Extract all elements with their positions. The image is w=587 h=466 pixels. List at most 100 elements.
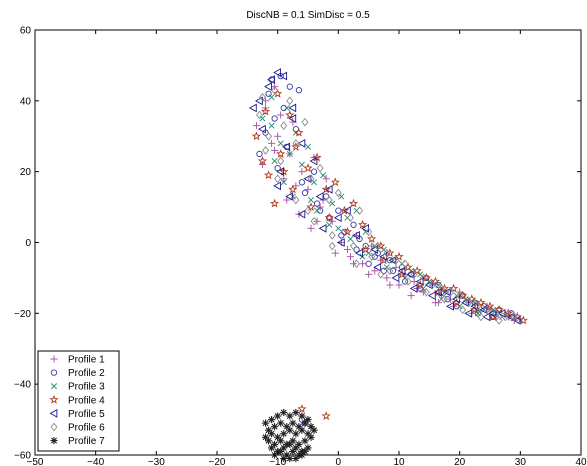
data-point [373, 262, 382, 272]
data-point [427, 291, 436, 300]
data-point [318, 223, 327, 233]
data-point [307, 224, 315, 232]
data-point [506, 312, 515, 322]
data-point [407, 292, 415, 300]
data-point [510, 312, 518, 322]
data-point [252, 122, 261, 130]
data-point [386, 281, 394, 289]
data-point [383, 274, 391, 282]
data-point [274, 164, 281, 172]
data-point [276, 149, 286, 158]
data-point [438, 284, 445, 293]
data-point [282, 142, 291, 152]
data-point [350, 241, 357, 251]
data-point [377, 256, 385, 264]
data-point [444, 296, 451, 303]
data-point [330, 177, 340, 187]
data-point [286, 440, 294, 448]
data-point [456, 291, 464, 300]
legend-label: Profile 2 [68, 368, 105, 379]
data-point [298, 161, 305, 168]
data-point [297, 404, 307, 413]
data-point [362, 242, 369, 250]
data-point [261, 97, 270, 105]
legend-item: Profile 5 [49, 409, 105, 420]
series-profile-1 [252, 83, 518, 325]
data-point [280, 175, 288, 183]
y-tick-label: −20 [14, 309, 31, 320]
data-point [276, 167, 285, 177]
data-point [260, 106, 271, 116]
data-point [277, 437, 285, 445]
data-point [301, 117, 309, 127]
data-point [301, 419, 309, 427]
data-point [376, 241, 386, 250]
legend-item: Profile 1 [50, 355, 105, 366]
series-profile-6 [256, 85, 518, 325]
data-point [285, 110, 295, 119]
data-point [283, 104, 290, 111]
data-point [391, 273, 400, 283]
data-point [292, 195, 300, 205]
data-point [297, 209, 306, 219]
data-point [280, 179, 287, 186]
data-point [328, 217, 336, 225]
data-point [274, 132, 282, 140]
data-point [324, 212, 334, 222]
data-point [495, 316, 503, 325]
data-point [479, 305, 488, 315]
data-point [360, 244, 371, 254]
data-points [248, 68, 529, 463]
x-tick-label: −30 [148, 457, 165, 466]
data-point [386, 266, 394, 276]
data-point [271, 146, 279, 155]
data-point [434, 299, 443, 307]
data-point [374, 241, 382, 251]
data-point [346, 253, 355, 261]
data-point [256, 110, 263, 120]
data-point [315, 192, 324, 201]
x-tick-label: 40 [575, 457, 587, 466]
data-point [342, 226, 353, 236]
data-point [277, 111, 285, 119]
data-point [397, 266, 406, 276]
data-point [274, 412, 282, 420]
data-point [267, 75, 275, 84]
data-point [464, 308, 473, 318]
y-tick-label: −40 [14, 380, 31, 391]
data-point [280, 104, 287, 112]
data-point [325, 195, 333, 205]
data-point [286, 454, 294, 463]
data-point [294, 127, 304, 137]
data-point [271, 158, 278, 165]
data-point [485, 301, 495, 311]
data-point [441, 294, 448, 304]
data-point [265, 131, 273, 141]
data-point [277, 419, 285, 427]
data-point [353, 259, 360, 269]
data-point [268, 430, 276, 438]
data-point [280, 454, 288, 463]
data-point [309, 156, 318, 166]
data-point [301, 189, 309, 197]
data-point [264, 437, 273, 445]
data-point [308, 196, 315, 204]
data-point [412, 265, 422, 275]
data-point [277, 156, 285, 166]
data-point [316, 163, 324, 173]
y-tick-label: 60 [20, 26, 32, 37]
data-point [280, 430, 288, 438]
data-point [401, 278, 409, 285]
data-point [292, 454, 300, 463]
axis-ticks: −50 −40 −30 −20 −10 0 10 20 30 40 −60 −40 −20 0 20 40 60 [14, 26, 587, 466]
series-profile-5 [248, 68, 521, 325]
data-point [274, 174, 282, 184]
data-point [371, 253, 378, 260]
data-point [326, 221, 333, 228]
legend-marker [50, 422, 58, 432]
data-point [285, 192, 294, 201]
data-point [286, 150, 293, 157]
data-point [339, 205, 350, 215]
